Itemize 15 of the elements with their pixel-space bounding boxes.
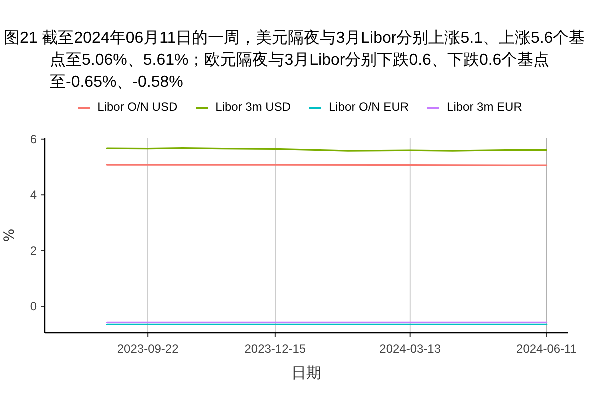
legend-label: Libor 3m USD xyxy=(216,100,291,114)
chart-title: 图21 截至2024年06月11日的一周，美元隔夜与3月Libor分别上涨5.1、上涨5.6个基点至5.06%、5.61%；欧元隔夜与3月Libor分别下跌0.6、下跌0.6个基点至-0.65%、-0.58% xyxy=(4,28,586,93)
y-tick-label: 2 xyxy=(30,244,38,258)
legend-label: Libor O/N USD xyxy=(98,100,178,114)
y-tick-label: 6 xyxy=(30,132,38,146)
x-tick-label: 2024-03-13 xyxy=(380,342,442,356)
legend-label: Libor O/N EUR xyxy=(329,100,410,114)
x-tick-label: 2024-06-11 xyxy=(516,342,578,356)
y-tick-label: 4 xyxy=(30,188,38,202)
y-tick-label: 0 xyxy=(30,300,38,314)
x-tick-label: 2023-12-15 xyxy=(244,342,306,356)
legend-label: Libor 3m EUR xyxy=(447,100,522,114)
x-axis-title: 日期 xyxy=(292,364,322,382)
x-tick-label: 2023-09-22 xyxy=(117,342,180,356)
y-axis-title: % xyxy=(2,228,18,242)
